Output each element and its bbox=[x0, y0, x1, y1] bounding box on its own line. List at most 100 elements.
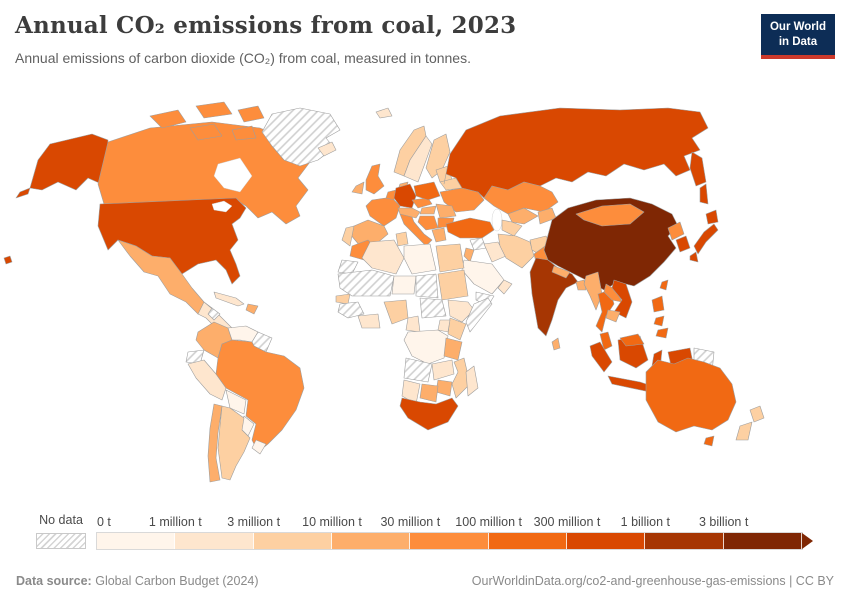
country-uganda[interactable] bbox=[437, 319, 451, 333]
legend-bin[interactable] bbox=[97, 533, 176, 549]
country-turkmenistan[interactable] bbox=[501, 219, 523, 237]
country-turkey[interactable] bbox=[445, 217, 495, 239]
country-poland[interactable] bbox=[413, 181, 441, 201]
country-algeria[interactable] bbox=[361, 239, 405, 275]
country-romania[interactable] bbox=[435, 203, 457, 219]
owid-logo[interactable]: Our World in Data bbox=[760, 14, 835, 59]
country-united-states-aleutians[interactable] bbox=[15, 187, 31, 199]
country-kenya[interactable] bbox=[447, 317, 467, 341]
country-mongolia[interactable] bbox=[575, 203, 645, 227]
country-tanzania[interactable] bbox=[443, 337, 463, 361]
country-taiwan[interactable] bbox=[659, 279, 669, 291]
country-nigeria[interactable] bbox=[383, 299, 409, 325]
country-new-zealand-south[interactable] bbox=[735, 421, 753, 441]
country-canada-arctic-1[interactable] bbox=[149, 109, 187, 129]
country-china[interactable] bbox=[543, 197, 679, 291]
country-united-states-hawaii[interactable] bbox=[3, 255, 13, 265]
country-canada-arctic-5[interactable] bbox=[231, 125, 257, 141]
country-hungary[interactable] bbox=[419, 205, 437, 215]
country-russia-sakhalin[interactable] bbox=[699, 183, 709, 205]
country-israel-jordan[interactable] bbox=[463, 247, 475, 263]
country-south-africa[interactable] bbox=[399, 397, 459, 431]
country-united-kingdom[interactable] bbox=[365, 163, 385, 195]
country-cameroon[interactable] bbox=[405, 315, 421, 333]
country-niger[interactable] bbox=[391, 275, 417, 295]
country-zimbabwe[interactable] bbox=[435, 379, 453, 397]
country-canada-arctic-3[interactable] bbox=[237, 105, 265, 123]
country-chad[interactable] bbox=[415, 273, 439, 299]
country-uzbekistan[interactable] bbox=[507, 207, 539, 225]
legend-bin[interactable] bbox=[645, 533, 724, 549]
country-libya[interactable] bbox=[403, 243, 437, 275]
country-philippines-mindanao[interactable] bbox=[655, 327, 669, 339]
country-vietnam[interactable] bbox=[611, 279, 633, 319]
country-somalia[interactable] bbox=[465, 297, 493, 333]
country-sudan[interactable] bbox=[437, 269, 469, 301]
country-switzerland-austria[interactable] bbox=[397, 207, 421, 219]
country-new-zealand-north[interactable] bbox=[749, 405, 765, 423]
country-central-african-region[interactable] bbox=[419, 297, 447, 319]
country-sweden[interactable] bbox=[403, 135, 433, 183]
legend-bin[interactable] bbox=[488, 533, 567, 549]
country-indonesia-java[interactable] bbox=[607, 375, 653, 393]
legend-no-data-swatch[interactable] bbox=[36, 533, 86, 549]
country-iceland[interactable] bbox=[317, 141, 337, 157]
country-nepal[interactable] bbox=[551, 265, 571, 279]
country-south-korea[interactable] bbox=[675, 235, 691, 253]
country-chile[interactable] bbox=[207, 403, 223, 483]
legend-no-data[interactable]: No data bbox=[36, 511, 86, 549]
country-mauritania-mali[interactable] bbox=[337, 269, 395, 297]
country-botswana[interactable] bbox=[419, 383, 439, 403]
country-hispaniola[interactable] bbox=[245, 303, 259, 315]
country-iran[interactable] bbox=[497, 233, 535, 269]
country-saudi-arabia[interactable] bbox=[461, 259, 505, 295]
country-bolivia[interactable] bbox=[225, 389, 247, 415]
country-ireland[interactable] bbox=[351, 181, 365, 195]
country-cuba[interactable] bbox=[213, 291, 245, 307]
country-canada-arctic-2[interactable] bbox=[195, 101, 233, 119]
country-svalbard[interactable] bbox=[375, 107, 393, 119]
legend-bin[interactable] bbox=[175, 533, 254, 549]
country-philippines-visayas[interactable] bbox=[653, 315, 665, 327]
country-japan-kyushu[interactable] bbox=[689, 251, 699, 263]
country-malaysia-borneo[interactable] bbox=[619, 333, 645, 347]
country-argentina[interactable] bbox=[217, 405, 251, 481]
country-canada-arctic-4[interactable] bbox=[189, 123, 223, 141]
country-uruguay[interactable] bbox=[251, 439, 267, 455]
country-portugal[interactable] bbox=[341, 225, 355, 247]
legend-bin[interactable] bbox=[410, 533, 489, 549]
country-bangladesh[interactable] bbox=[575, 279, 587, 291]
country-north-korea[interactable] bbox=[667, 221, 685, 241]
country-senegal[interactable] bbox=[335, 293, 351, 305]
country-russia[interactable] bbox=[443, 107, 709, 199]
country-cambodia[interactable] bbox=[605, 309, 621, 323]
credit-link[interactable]: OurWorldinData.org/co2-and-greenhouse-ga… bbox=[471, 574, 834, 588]
country-peru[interactable] bbox=[187, 359, 227, 401]
country-madagascar[interactable] bbox=[465, 365, 479, 397]
country-greece[interactable] bbox=[431, 227, 447, 243]
country-sri-lanka[interactable] bbox=[551, 337, 561, 351]
country-tunisia[interactable] bbox=[395, 231, 409, 247]
country-syria[interactable] bbox=[469, 237, 487, 251]
country-serbia-balkans[interactable] bbox=[417, 215, 439, 231]
country-malaysia-peninsula[interactable] bbox=[599, 331, 613, 351]
country-philippines-luzon[interactable] bbox=[651, 295, 665, 313]
country-united-states-alaska[interactable] bbox=[29, 133, 109, 191]
country-japan-hokkaido[interactable] bbox=[705, 209, 719, 225]
country-russia-kamchatka[interactable] bbox=[689, 151, 707, 187]
country-oman[interactable] bbox=[497, 279, 513, 295]
legend-bin[interactable] bbox=[723, 533, 802, 549]
legend-bin[interactable] bbox=[331, 533, 411, 549]
country-japan-honshu[interactable] bbox=[693, 223, 719, 255]
country-myanmar[interactable] bbox=[583, 271, 603, 311]
country-guinea-region[interactable] bbox=[337, 301, 365, 319]
country-egypt[interactable] bbox=[435, 243, 465, 273]
country-australia-tasmania[interactable] bbox=[703, 435, 715, 447]
country-ghana-ivory-coast[interactable] bbox=[357, 313, 381, 329]
country-kazakhstan[interactable] bbox=[483, 181, 559, 215]
country-belize[interactable] bbox=[207, 307, 221, 321]
legend-bin[interactable] bbox=[566, 533, 646, 549]
country-australia[interactable] bbox=[645, 357, 737, 433]
country-czechia-slovakia[interactable] bbox=[411, 197, 433, 209]
country-dr-congo[interactable] bbox=[403, 329, 449, 365]
